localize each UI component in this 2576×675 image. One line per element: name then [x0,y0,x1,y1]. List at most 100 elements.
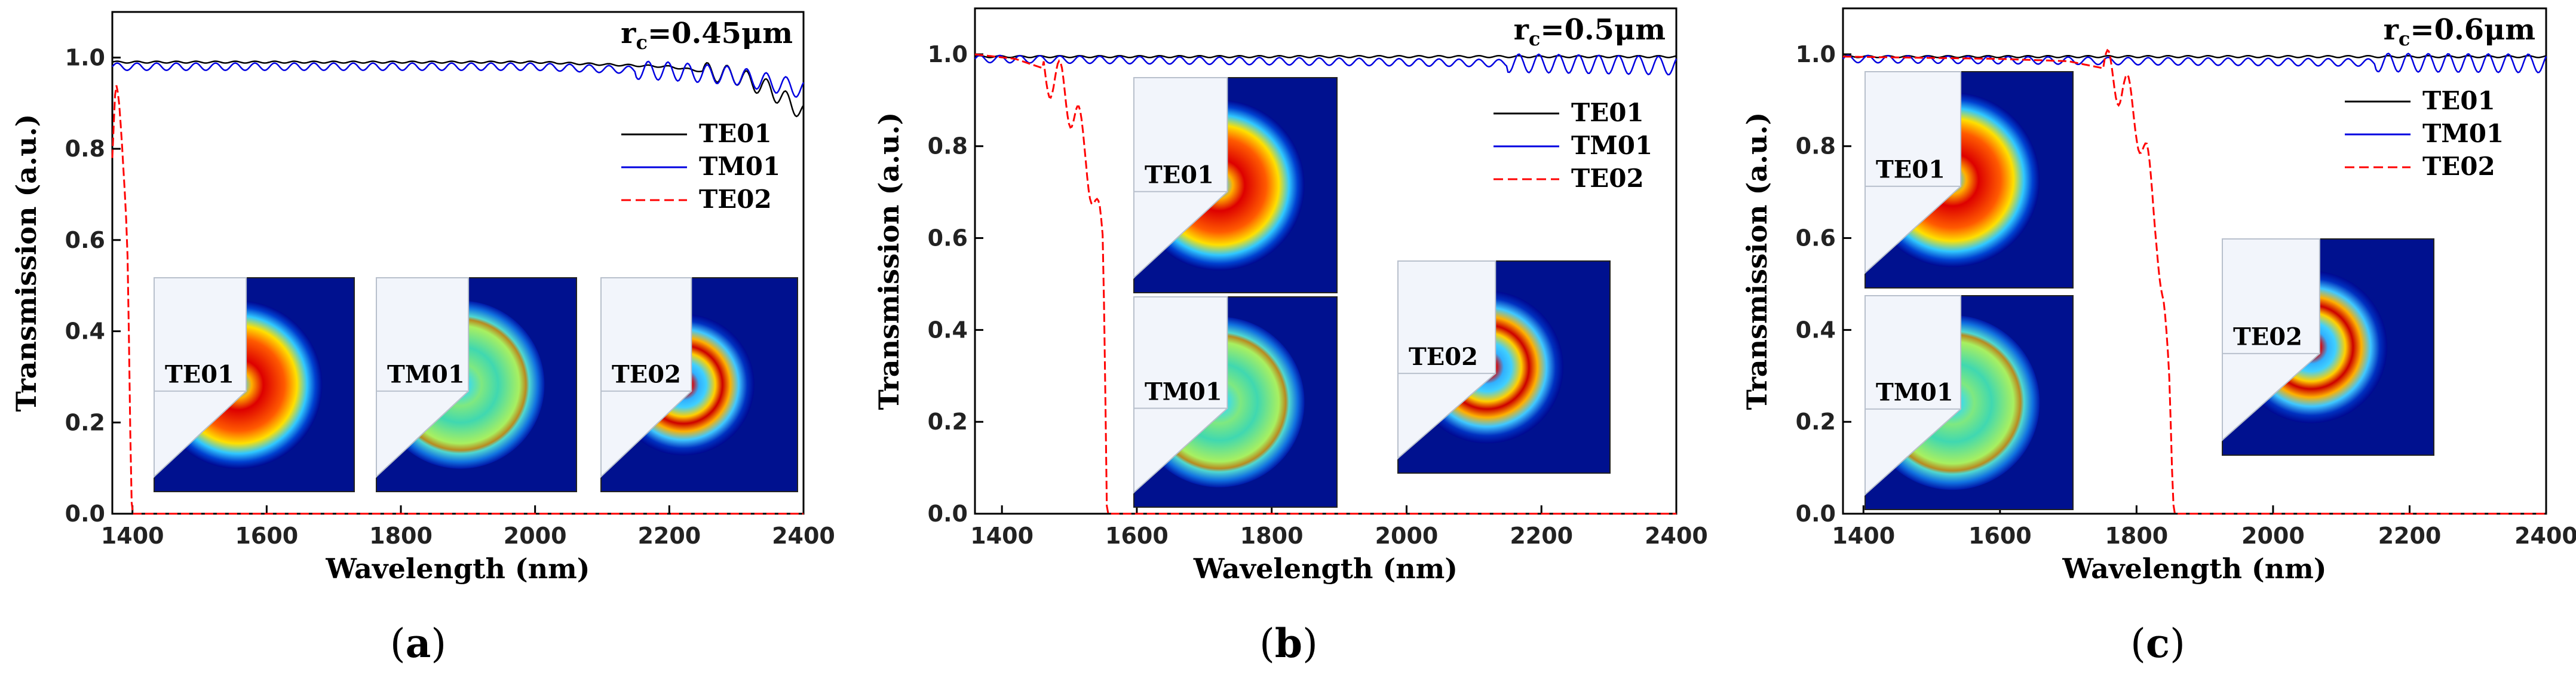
legend-label-te01: TE01 [699,119,772,148]
caption-close-paren: ) [2170,621,2185,667]
x-tick-label: 1800 [1240,523,1304,549]
y-tick-label: 0.2 [65,409,105,435]
x-tick-label: 1600 [1968,523,2032,549]
inset-label: TM01 [1145,378,1222,406]
y-tick-label: 0.4 [65,318,105,345]
x-tick-label: 2000 [2241,523,2305,549]
inset-label: TE02 [1409,343,1478,371]
y-tick-label: 0.0 [928,501,968,527]
series-line-te02 [974,53,1676,515]
inset-te01: TE01 [1864,71,2074,289]
radius-annotation: rc=0.45μm [621,17,793,54]
legend-label-te01: TE01 [1571,98,1644,127]
chart-panel-a: 1400 1600 1800 2000 2200 2400 0.0 0.2 0.4 0.6 0.8 1… [10,11,835,667]
y-axis-label: Transmission (a.u.) [10,114,42,412]
x-axis-label: Wavelength (nm) [1193,553,1458,585]
caption-open-paren: ( [2130,621,2146,667]
caption-close-paren: ) [431,621,446,667]
inset-te02: TE02 [2222,238,2434,456]
series-line-tm01 [112,60,805,98]
inset-label: TM01 [387,360,465,388]
x-tick-label: 2200 [2378,523,2442,549]
legend-label-te01: TE01 [2422,86,2495,115]
inset-label: TE01 [1145,161,1214,189]
y-axis-label: Transmission (a.u.) [873,112,905,410]
caption-letter: a [406,620,431,667]
chart-panel-b: 1400 1600 1800 2000 2200 2400 0.0 0.2 0.4 0.6 0.8 1… [873,7,1708,667]
y-tick-label: 0.0 [1796,501,1836,527]
panel-caption: (a) [390,620,446,667]
x-tick-label: 2400 [772,523,835,549]
x-tick-label: 2200 [1510,523,1573,549]
x-axis-label: Wavelength (nm) [325,553,590,585]
y-tick-label: 0.8 [65,136,105,162]
y-tick-label: 0.0 [65,501,105,527]
y-tick-label: 0.4 [928,317,968,343]
chart-panel-c: 1400 1600 1800 2000 2200 2400 0.0 0.2 0.4 0.6 0.8 1… [1741,7,2576,667]
y-tick-label: 1.0 [1796,41,1836,68]
y-tick-label: 0.6 [65,227,105,253]
annotation-value: =0.6μm [2410,13,2535,47]
x-tick-label: 1400 [101,523,164,549]
x-tick-label: 2200 [637,523,701,549]
y-tick-label: 0.6 [928,225,968,251]
annotation-subscript: c [2399,27,2410,50]
annotation-subscript: c [1529,27,1540,50]
x-tick-label: 1800 [2105,523,2168,549]
x-tick-label: 2400 [2514,523,2576,549]
legend-label-tm01: TM01 [2422,119,2504,148]
caption-letter: b [1275,620,1302,667]
y-tick-label: 0.2 [1796,409,1836,435]
inset-te02: TE02 [1397,260,1611,474]
annotation-symbol: r [621,17,636,50]
inset-label: TE02 [2233,323,2302,351]
x-tick-label: 1600 [1105,523,1169,549]
y-tick-label: 0.2 [928,409,968,435]
y-tick-label: 0.8 [928,133,968,159]
panel-caption: (c) [2130,620,2185,667]
inset-te02: TE02 [600,277,798,492]
x-tick-label: 1800 [369,523,433,549]
legend-label-tm01: TM01 [699,152,780,181]
y-tick-label: 0.6 [1796,225,1836,251]
y-axis-label: Transmission (a.u.) [1741,112,1773,410]
inset-label: TM01 [1876,378,1954,406]
inset-label: TE01 [165,360,234,388]
x-tick-label: 1600 [235,523,298,549]
annotation-subscript: c [636,31,647,54]
panel-caption: (b) [1259,620,1318,667]
inset-te01: TE01 [154,277,355,492]
radius-annotation: rc=0.5μm [1514,13,1666,50]
legend-label-tm01: TM01 [1571,131,1652,160]
caption-letter: c [2146,620,2170,667]
x-tick-label: 1400 [970,523,1034,549]
series-line-te01 [1842,54,2547,59]
x-axis-label: Wavelength (nm) [2062,553,2326,585]
caption-close-paren: ) [1302,621,1318,667]
annotation-symbol: r [2384,13,2399,47]
series-line-te02 [111,85,804,515]
caption-open-paren: ( [1259,621,1275,667]
inset-label: TE01 [1876,155,1945,183]
annotation-symbol: r [1514,13,1529,47]
legend-label-te02: TE02 [2422,152,2495,181]
y-tick-label: 1.0 [928,41,968,68]
series-line-te01 [112,60,805,118]
series-line-tm01 [1842,53,2547,73]
inset-tm01: TM01 [1864,295,2074,510]
series-line-tm01 [974,53,1678,76]
x-tick-label: 1400 [1832,523,1895,549]
annotation-value: =0.5μm [1540,13,1666,47]
y-tick-label: 0.8 [1796,133,1836,159]
inset-label: TE02 [612,360,681,388]
inset-tm01: TM01 [376,277,577,492]
annotation-value: =0.45μm [648,17,793,50]
x-tick-label: 2000 [504,523,567,549]
legend-label-te02: TE02 [1571,164,1644,193]
caption-open-paren: ( [390,621,406,667]
y-tick-label: 1.0 [65,44,105,70]
legend-label-te02: TE02 [699,185,772,214]
inset-tm01: TM01 [1133,296,1338,508]
series-line-te02 [1843,48,2546,515]
radius-annotation: rc=0.6μm [2384,13,2535,50]
